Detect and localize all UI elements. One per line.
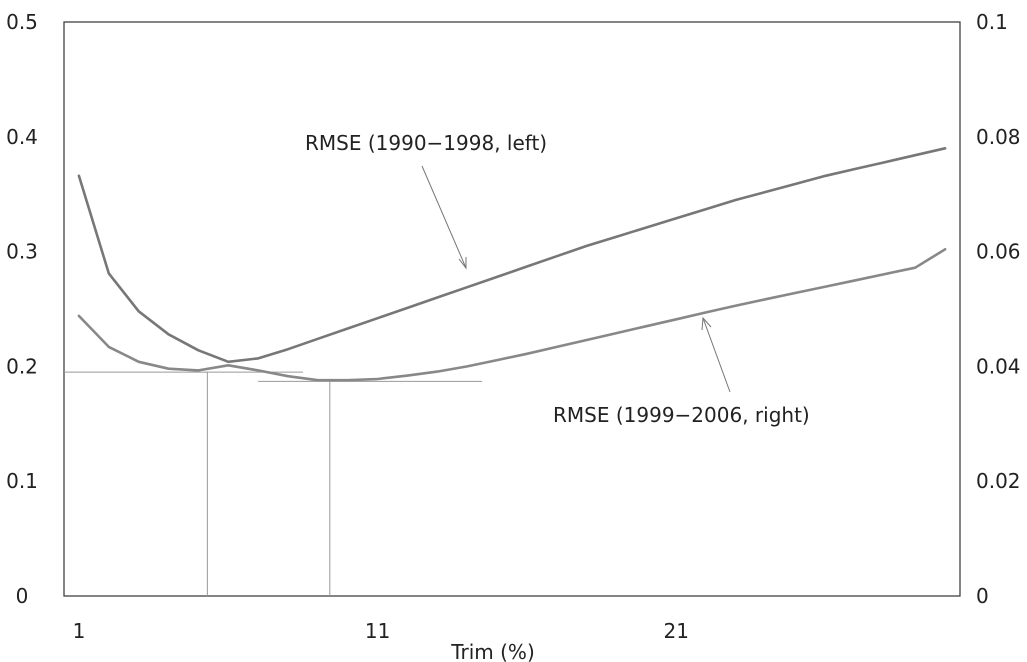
annotation-arrow-1990-1998	[421, 165, 467, 269]
x-tick-label: 1	[73, 619, 86, 643]
x-tick-label: 21	[664, 619, 689, 643]
right-tick-label: 0.08	[976, 125, 1021, 149]
x-axis-title: Trim (%)	[450, 640, 535, 662]
left-tick-label: 0.3	[6, 240, 38, 264]
plot-frame	[63, 21, 961, 597]
left-tick-label: 0.2	[6, 354, 38, 378]
annotation-arrowhead-1999-2006	[701, 316, 712, 331]
annotation-arrow-1999-2006	[702, 317, 731, 393]
annotation-arrowhead-1990-1998	[458, 257, 467, 270]
annotation-series-1990-1998: RMSE (1990−1998, left)	[305, 131, 547, 155]
left-tick-label: 0.1	[6, 469, 38, 493]
left-tick-label: 0	[16, 584, 29, 608]
reference-lines	[64, 371, 483, 596]
right-tick-label: 0.06	[976, 240, 1021, 264]
x-tick-label: 11	[365, 619, 390, 643]
series-layer	[77, 147, 947, 382]
series-line-2	[77, 248, 947, 382]
right-tick-label: 0.02	[976, 469, 1021, 493]
annotation-series-1999-2006: RMSE (1999−2006, right)	[553, 403, 810, 427]
left-tick-label: 0.5	[6, 10, 38, 34]
right-axis-ticks: 0 0.02 0.04 0.06 0.08 0.1	[976, 10, 1021, 608]
right-tick-label: 0.1	[976, 10, 1008, 34]
annotations: RMSE (1990−1998, left) RMSE (1999−2006, …	[305, 131, 810, 427]
x-axis-ticks: 1 11 21	[73, 619, 689, 643]
series-line-1	[77, 147, 947, 364]
left-tick-label: 0.4	[6, 125, 38, 149]
right-tick-label: 0	[976, 584, 989, 608]
right-tick-label: 0.04	[976, 354, 1021, 378]
left-axis-ticks: 0 0.1 0.2 0.3 0.4 0.5	[6, 10, 38, 608]
